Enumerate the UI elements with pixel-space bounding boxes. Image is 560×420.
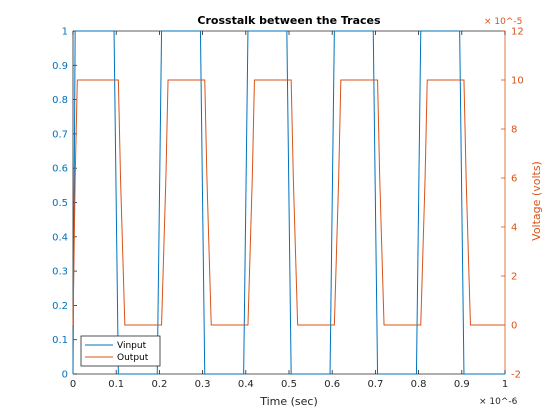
left-tick-label: 0.6 — [52, 164, 68, 175]
x-tick-label: 0.9 — [454, 379, 470, 390]
left-tick-label: 0.2 — [52, 301, 68, 312]
series-line-output — [72, 79, 505, 326]
legend-label-vinput: Vinput — [117, 341, 147, 351]
series-line-vinput — [72, 30, 505, 375]
left-tick-label: 0.5 — [52, 198, 68, 209]
x-axis-exponent: × 10^-6 — [479, 397, 518, 407]
x-tick-label: 0.7 — [367, 379, 383, 390]
left-tick-label: 0.8 — [52, 95, 68, 106]
left-tick-label: 1 — [62, 27, 68, 38]
right-axis-exponent: × 10^-5 — [484, 17, 522, 27]
left-tick-label: 0.1 — [52, 335, 68, 346]
x-tick-label: 0.1 — [108, 379, 124, 390]
left-tick-label: 0 — [62, 370, 68, 381]
right-tick-label: -2 — [511, 370, 521, 381]
right-tick-label: 0 — [511, 321, 517, 332]
x-axis-label: Time (sec) — [259, 395, 318, 408]
legend: Vinput Output — [80, 335, 161, 367]
x-tick-label: 0.3 — [195, 379, 211, 390]
left-tick-label: 0.4 — [52, 232, 68, 243]
legend-label-output: Output — [117, 353, 149, 363]
right-tick-label: 6 — [511, 174, 517, 185]
x-tick-label: 0.5 — [281, 379, 297, 390]
x-tick-label: 0.8 — [411, 379, 427, 390]
right-tick-label: 8 — [511, 125, 517, 136]
left-tick-label: 0.3 — [52, 267, 68, 278]
left-tick-label: 0.7 — [52, 129, 68, 140]
right-y-axis-label: Voltage (volts) — [530, 161, 543, 241]
x-tick-label: 0.6 — [324, 379, 340, 390]
x-tick-label: 1 — [502, 379, 508, 390]
right-tick-label: 2 — [511, 272, 517, 283]
x-tick-label: 0.4 — [238, 379, 254, 390]
right-tick-label: 10 — [511, 76, 524, 87]
chart-title: Crosstalk between the Traces — [197, 14, 381, 27]
right-tick-label: 12 — [511, 27, 524, 38]
left-tick-label: 0.9 — [52, 61, 68, 72]
legend-box — [80, 335, 161, 367]
right-tick-label: 4 — [511, 223, 517, 234]
x-tick-label: 0.2 — [151, 379, 167, 390]
x-tick-label: 0 — [70, 379, 76, 390]
